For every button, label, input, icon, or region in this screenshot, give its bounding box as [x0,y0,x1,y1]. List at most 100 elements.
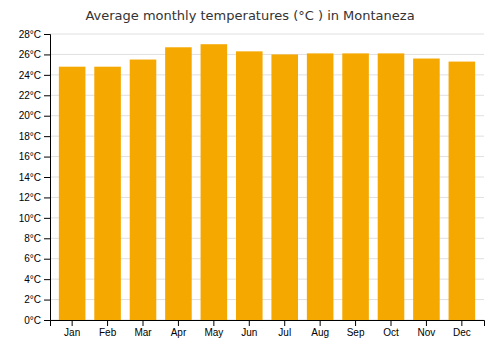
y-tick-label: 22°C [19,90,41,101]
x-tick-label: Feb [99,327,117,338]
y-tick-mark [44,197,50,198]
grid [50,34,484,320]
x-tick: Jan [64,320,80,338]
y-tick: 10°C [19,213,50,224]
x-tick-mark [213,320,214,326]
x-tick: Aug [311,320,329,338]
y-tick: 6°C [24,253,50,264]
x-tick-label: Oct [383,327,399,338]
y-tick-label: 14°C [19,172,41,183]
x-tick: Sep [347,320,365,338]
y-tick-label: 20°C [19,110,41,121]
y-tick-mark [44,95,50,96]
y-tick-label: 24°C [19,70,41,81]
x-tick-mark [249,320,250,326]
y-tick-label: 16°C [19,151,41,162]
x-tick: Nov [418,320,436,338]
x-tick-label: Dec [453,327,471,338]
x-tick-label: May [204,327,223,338]
x-tick-label: Apr [171,327,187,338]
y-axis: 0°C 2°C 4°C 6°C 8°C 10°C 12°C 14°C 16°C 18°C 20°C 2… [19,29,51,326]
x-axis: Jan Feb Mar Apr May Jun Jul Aug Sep Oct Nov Dec [51,320,485,338]
x-tick-label: Aug [311,327,329,338]
grid-line [50,34,484,35]
bar [271,54,298,320]
x-tick-label: Sep [347,327,365,338]
x-tick-mark [461,320,462,326]
y-tick-mark [44,34,50,35]
x-tick-mark [72,320,73,326]
y-tick: 8°C [24,233,50,244]
bar [201,44,228,320]
bar [236,51,263,320]
y-tick-label: 4°C [24,274,41,285]
x-tick-label: Mar [134,327,152,338]
bar [165,47,192,320]
bar [449,62,476,320]
y-tick-label: 28°C [19,29,41,40]
y-tick: 2°C [24,294,50,305]
y-tick: 12°C [19,192,50,203]
y-tick-mark [44,218,50,219]
x-tick-mark [426,320,427,326]
y-tick-mark [44,54,50,55]
title: Average monthly temperatures (°C ) in Mo… [85,8,414,23]
x-tick-label: Jun [241,327,257,338]
bar [413,59,440,320]
y-tick-label: 26°C [19,49,41,60]
y-tick-label: 2°C [24,294,41,305]
y-tick: 28°C [19,29,50,40]
y-axis-line [44,35,51,321]
y-tick-mark [44,75,50,76]
x-tick: Apr [171,320,187,338]
x-tick: Feb [99,320,117,338]
x-tick-label: Nov [418,327,436,338]
y-tick-mark [44,157,50,158]
bar [307,53,334,320]
y-tick-label: 12°C [19,192,41,203]
x-tick: Jul [278,320,291,338]
bar [378,53,405,320]
y-tick-label: 8°C [24,233,41,244]
y-tick-mark [44,300,50,301]
y-tick: 16°C [19,151,50,162]
x-tick-mark [107,320,108,326]
bar [94,67,121,320]
y-tick-mark [44,136,50,137]
y-tick: 26°C [19,49,50,60]
x-tick-mark [355,320,356,326]
bar [130,60,157,320]
y-tick-mark [44,116,50,117]
y-tick: 24°C [19,70,50,81]
y-tick-mark [44,259,50,260]
x-tick-mark [320,320,321,326]
bars [59,44,475,320]
x-tick: Dec [453,320,471,338]
x-tick-mark [178,320,179,326]
y-tick: 14°C [19,172,50,183]
x-axis-line [51,321,485,327]
x-tick-mark [391,320,392,326]
x-tick: Mar [134,320,152,338]
bar [59,67,86,320]
y-tick-label: 10°C [19,213,41,224]
y-tick-mark [44,279,50,280]
y-tick-label: 0°C [24,315,41,326]
x-tick-mark [284,320,285,326]
x-tick: Jun [241,320,257,338]
y-tick-mark [44,177,50,178]
y-tick: 22°C [19,90,50,101]
y-tick: 0°C [24,315,50,326]
x-tick-label: Jan [64,327,80,338]
x-tick: May [204,320,223,338]
y-tick-label: 18°C [19,131,41,142]
y-tick: 20°C [19,110,50,121]
x-tick-mark [143,320,144,326]
plot: 0°C 2°C 4°C 6°C 8°C 10°C 12°C 14°C 16°C 18°C 20°C 2… [19,29,485,338]
grid-line [50,54,484,55]
y-tick-label: 6°C [24,253,41,264]
chart: 0°C 2°C 4°C 6°C 8°C 10°C 12°C 14°C 16°C 18°C 20°C 2… [0,0,500,350]
x-tick-label: Jul [278,327,291,338]
y-tick: 18°C [19,131,50,142]
x-tick: Oct [383,320,399,338]
